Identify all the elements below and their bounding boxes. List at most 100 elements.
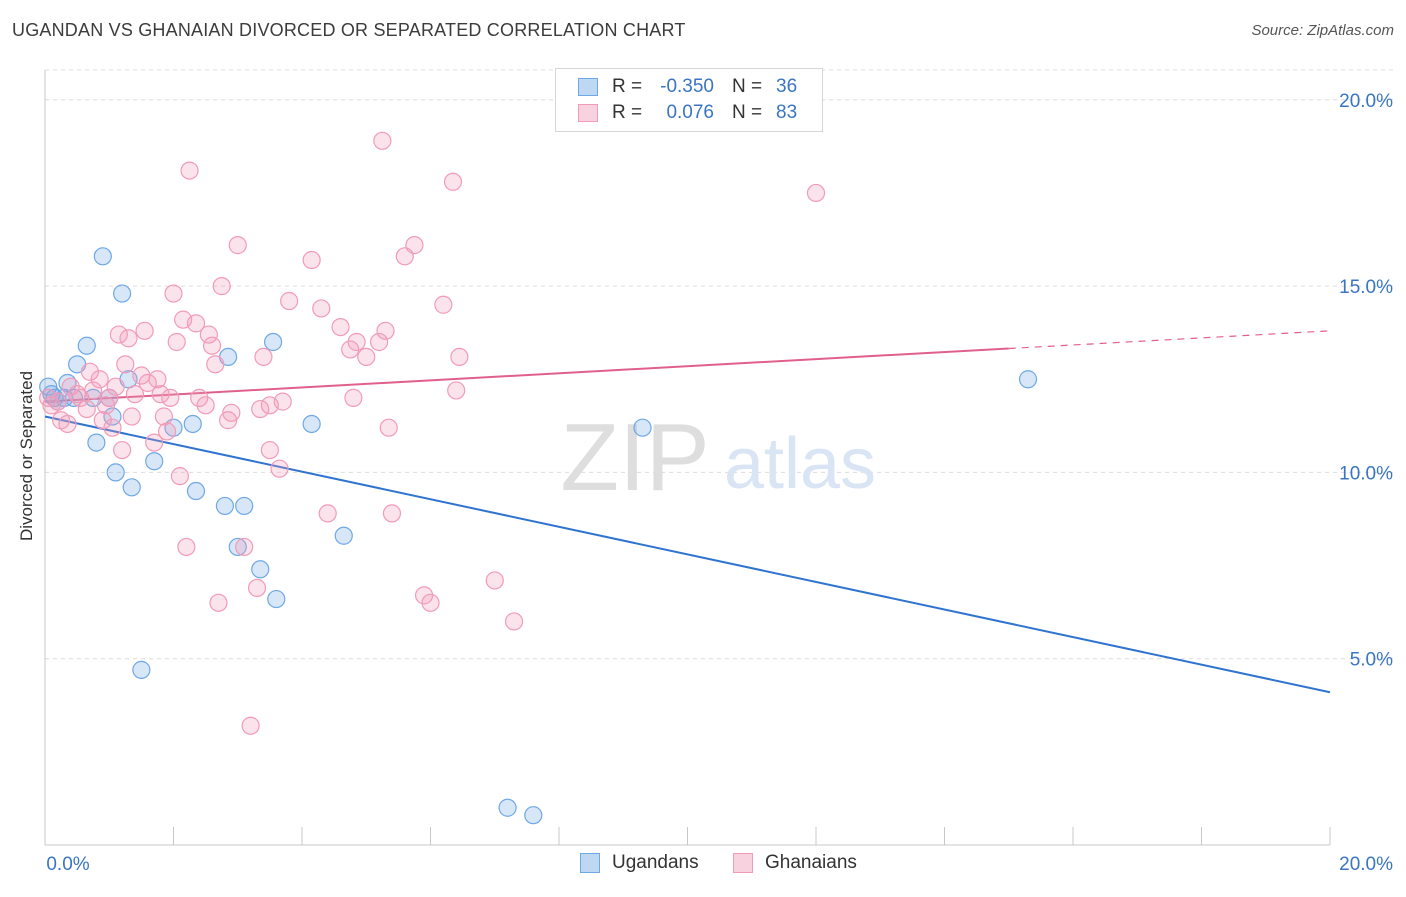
data-point bbox=[370, 332, 389, 352]
data-point bbox=[251, 560, 270, 579]
data-point bbox=[135, 321, 154, 340]
data-point bbox=[524, 806, 543, 825]
data-point bbox=[77, 399, 96, 419]
data-point bbox=[405, 236, 424, 255]
data-point bbox=[302, 414, 321, 434]
legend-label-ghanaians: Ghanaians bbox=[765, 852, 857, 873]
legend-label-ugandans: Ugandans bbox=[612, 852, 699, 873]
legend-item-ugandans[interactable]: Ugandans bbox=[580, 852, 699, 874]
y-axis-label: Divorced or Separated bbox=[17, 370, 36, 542]
data-point bbox=[112, 440, 132, 460]
data-point bbox=[138, 373, 157, 393]
data-point bbox=[485, 571, 504, 590]
data-point bbox=[341, 340, 360, 359]
data-point bbox=[87, 433, 106, 452]
trend-line bbox=[44, 347, 1009, 403]
y-tick-label: 15.0% bbox=[1339, 277, 1393, 298]
y-tick-label: 5.0% bbox=[1350, 650, 1393, 671]
data-point bbox=[170, 467, 190, 486]
data-points bbox=[39, 131, 1038, 825]
watermark: ZIP atlas bbox=[560, 404, 876, 511]
data-point bbox=[177, 537, 196, 557]
trend-line-extension bbox=[1008, 330, 1331, 350]
data-point bbox=[206, 355, 225, 374]
legend-item-ghanaians[interactable]: Ghanaians bbox=[733, 852, 857, 874]
data-point bbox=[103, 418, 122, 437]
data-point bbox=[215, 496, 234, 516]
n-label: N = bbox=[732, 102, 763, 123]
data-point bbox=[270, 459, 289, 478]
data-point bbox=[145, 433, 164, 452]
r-value: -0.350 bbox=[660, 76, 714, 97]
data-point bbox=[196, 396, 215, 415]
data-point bbox=[334, 526, 353, 545]
data-point bbox=[109, 325, 128, 344]
x-tick-label: 20.0% bbox=[1339, 854, 1393, 875]
data-point bbox=[267, 589, 286, 609]
data-point bbox=[112, 284, 132, 303]
data-point bbox=[154, 407, 173, 426]
data-point bbox=[148, 370, 167, 389]
data-point bbox=[145, 452, 164, 471]
r-label: R = bbox=[612, 76, 643, 97]
data-point bbox=[347, 332, 366, 352]
data-point bbox=[273, 392, 292, 411]
data-point bbox=[260, 440, 279, 460]
data-point bbox=[164, 284, 183, 303]
data-point bbox=[190, 388, 209, 407]
data-point bbox=[222, 403, 241, 422]
legend-swatch-ugandans bbox=[580, 853, 600, 873]
tick-labels: 5.0% 10.0% 15.0% 20.0% 0.0% 20.0% bbox=[46, 91, 1393, 875]
data-point bbox=[373, 131, 392, 150]
n-label: N = bbox=[732, 76, 763, 97]
data-point bbox=[48, 392, 67, 411]
data-point bbox=[251, 399, 270, 419]
data-point bbox=[312, 299, 331, 318]
data-point bbox=[421, 593, 440, 612]
trend-line bbox=[44, 415, 1331, 694]
n-value: 83 bbox=[776, 102, 798, 123]
data-point bbox=[450, 347, 469, 366]
data-point bbox=[318, 504, 337, 523]
data-point bbox=[344, 388, 363, 407]
data-point bbox=[199, 325, 218, 344]
data-point bbox=[379, 418, 398, 437]
data-point bbox=[161, 388, 180, 407]
data-point bbox=[125, 385, 145, 404]
data-point bbox=[100, 388, 119, 407]
data-point bbox=[376, 321, 395, 340]
data-point bbox=[228, 537, 247, 557]
data-point bbox=[186, 481, 206, 501]
data-point bbox=[132, 660, 151, 679]
y-tick-label: 10.0% bbox=[1339, 463, 1393, 484]
data-point bbox=[202, 336, 222, 355]
data-point bbox=[122, 478, 141, 497]
data-point bbox=[302, 250, 321, 270]
data-point bbox=[167, 332, 186, 352]
data-point bbox=[434, 295, 453, 314]
data-point bbox=[235, 537, 254, 557]
data-point bbox=[106, 463, 125, 482]
data-point bbox=[228, 236, 247, 255]
data-point bbox=[443, 172, 463, 191]
legend-swatch-ugandans bbox=[578, 78, 598, 96]
data-point bbox=[90, 370, 109, 389]
legend-row-ugandans: R = -0.350 N = 36 bbox=[578, 75, 797, 99]
data-point bbox=[263, 332, 283, 352]
x-tick-label: 0.0% bbox=[46, 854, 89, 875]
data-point bbox=[116, 355, 135, 374]
stats-legend: R = -0.350 N = 36 R = 0.076 N = 83 bbox=[555, 68, 823, 132]
r-value: 0.076 bbox=[666, 102, 714, 123]
legend-swatch-ghanaians bbox=[578, 104, 598, 122]
data-point bbox=[382, 504, 402, 523]
source-label: Source: ZipAtlas.com bbox=[1251, 22, 1394, 39]
data-point bbox=[235, 496, 254, 516]
data-point bbox=[414, 586, 434, 605]
chart-title: UGANDAN VS GHANAIAN DIVORCED OR SEPARATE… bbox=[12, 20, 686, 40]
data-point bbox=[806, 183, 826, 203]
data-point bbox=[80, 362, 100, 381]
axes bbox=[44, 70, 1331, 846]
n-value: 36 bbox=[776, 76, 798, 97]
data-point bbox=[122, 407, 141, 426]
